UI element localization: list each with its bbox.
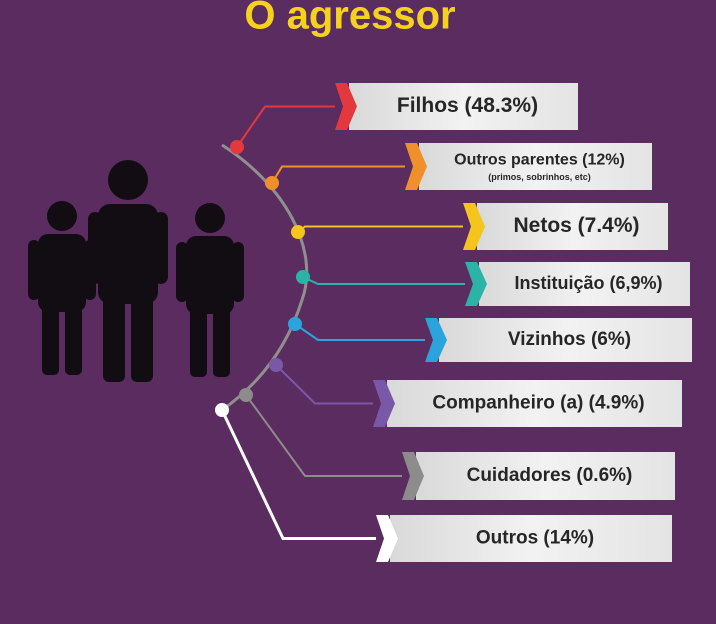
people-icon — [28, 160, 244, 382]
label-box — [416, 452, 675, 500]
flag — [373, 380, 395, 427]
label-box — [390, 515, 672, 562]
flag — [463, 203, 485, 250]
flag — [402, 452, 424, 500]
label: Instituição (6,9%) — [514, 273, 662, 293]
note: (primos, sobrinhos, etc) — [488, 172, 591, 182]
connector — [275, 364, 373, 405]
label-box — [477, 203, 668, 250]
connector — [245, 394, 402, 477]
label-box — [419, 143, 652, 190]
title: O agressor — [244, 0, 455, 38]
dot — [230, 140, 244, 154]
label: Outros parentes (12%) — [454, 152, 625, 169]
dot — [269, 358, 283, 372]
dot — [291, 225, 305, 239]
label-box — [479, 262, 690, 306]
flag — [425, 318, 447, 362]
dot — [239, 388, 253, 402]
flag — [335, 83, 357, 130]
dot — [215, 403, 229, 417]
label: Companheiro (a) (4.9%) — [432, 393, 644, 414]
connector — [220, 409, 376, 540]
dot — [288, 317, 302, 331]
dot — [265, 176, 279, 190]
flag — [376, 515, 398, 562]
label-box — [349, 83, 578, 130]
label: Netos (7.4%) — [513, 214, 639, 237]
label-box — [387, 380, 682, 427]
label: Filhos (48.3%) — [397, 94, 538, 117]
label-box — [439, 318, 692, 362]
label: Vizinhos (6%) — [508, 329, 631, 350]
flag — [405, 143, 427, 190]
flag — [465, 262, 487, 306]
connector — [294, 323, 425, 341]
dot — [296, 270, 310, 284]
connector — [236, 105, 335, 148]
label: Outros (14%) — [476, 528, 594, 549]
label: Cuidadores (0.6%) — [467, 465, 633, 486]
